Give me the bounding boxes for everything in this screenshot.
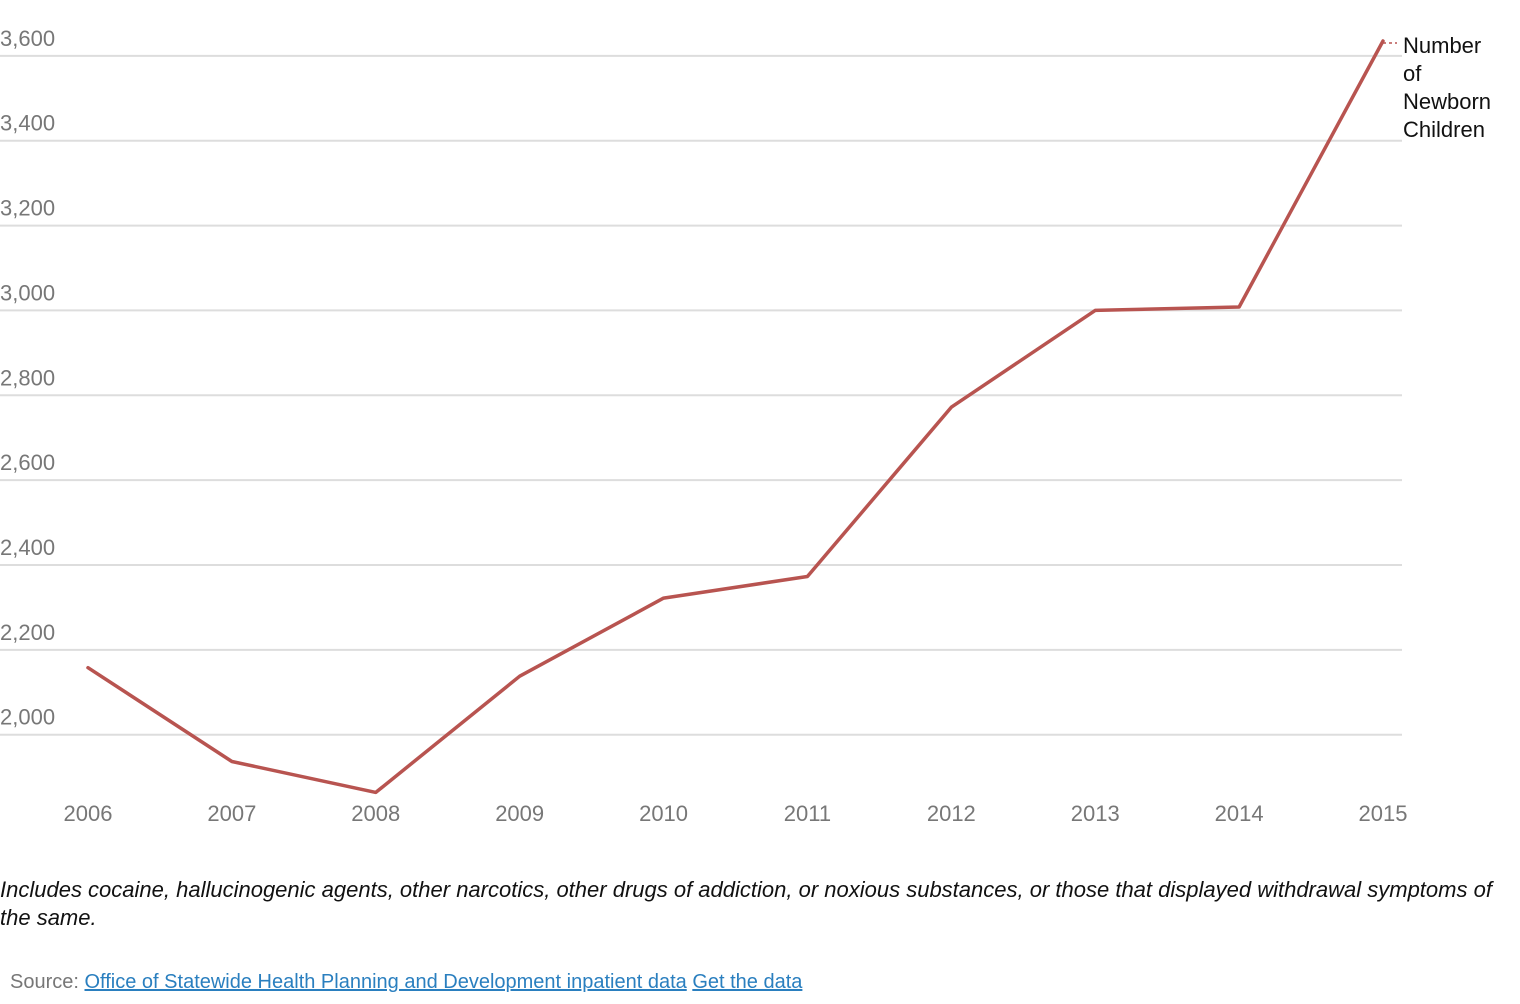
series-layer [86,39,1385,795]
chart-footnote: Includes cocaine, hallucinogenic agents,… [0,877,1492,930]
x-tick-label-2012: 2012 [927,801,976,826]
series-label-line-3: Children [1403,117,1485,142]
x-tick-label-2011: 2011 [784,801,831,826]
line-chart: 2,000 2,200 2,400 2,600 2,800 3,000 3,200 3,400… [0,26,1491,826]
y-axis-ticks: 2,000 2,200 2,400 2,600 2,800 3,000 3,200 3,400… [0,26,55,730]
get-the-data-link[interactable]: Get the data [692,971,803,993]
series-line-0 [86,39,1385,795]
x-tick-label-2008: 2008 [351,801,400,826]
y-tick-label-2800: 2,800 [0,365,55,390]
y-tick-label-2200: 2,200 [0,620,55,645]
series-label-line-0: Number [1403,33,1481,58]
x-tick-label-2009: 2009 [495,801,544,826]
y-tick-label-3200: 3,200 [0,196,55,221]
y-tick-label-3000: 3,000 [0,280,55,305]
y-tick-label-3600: 3,600 [0,26,55,51]
source-link-oshpd[interactable]: Office of Statewide Health Planning and … [84,971,687,993]
series-label: Number of Newborn Children [1403,33,1491,142]
x-axis-ticks: 2006 2007 2008 2009 2010 2011 2012 2013 2014 2015 [64,801,1408,826]
x-tick-label-2013: 2013 [1071,801,1120,826]
x-tick-label-2010: 2010 [639,801,688,826]
x-tick-label-2015: 2015 [1359,801,1408,826]
source-line: Source: Office of Statewide Health Plann… [10,968,802,996]
x-tick-label-2014: 2014 [1215,801,1264,826]
y-tick-label-2400: 2,400 [0,535,55,560]
y-tick-label-2600: 2,600 [0,450,55,475]
series-label-line-1: of [1403,61,1422,86]
gridlines [0,54,1402,736]
series-end-label: Number of Newborn Children [1383,33,1491,142]
series-label-line-2: Newborn [1403,89,1491,114]
source-prefix: Source: [10,971,79,993]
x-tick-label-2006: 2006 [64,801,113,826]
x-tick-label-2007: 2007 [207,801,256,826]
y-tick-label-3400: 3,400 [0,111,55,136]
y-tick-label-2000: 2,000 [0,705,55,730]
